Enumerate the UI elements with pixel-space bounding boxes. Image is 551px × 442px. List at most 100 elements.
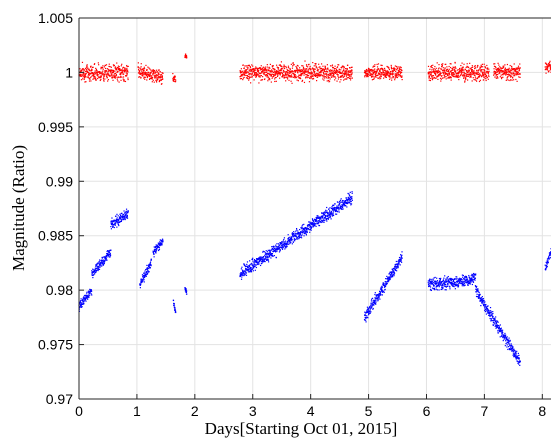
data-point	[429, 72, 431, 74]
data-point	[324, 66, 327, 68]
data-point	[160, 239, 163, 242]
data-point	[318, 220, 320, 222]
data-point	[547, 262, 549, 264]
data-point	[305, 71, 307, 73]
data-point	[397, 265, 399, 267]
data-point	[401, 261, 403, 263]
data-point	[394, 265, 396, 268]
data-point	[435, 67, 437, 69]
data-point	[309, 73, 311, 75]
data-point	[501, 335, 503, 338]
data-point	[345, 204, 347, 207]
data-point	[488, 74, 490, 76]
data-point	[88, 74, 90, 76]
data-point	[473, 276, 475, 278]
data-point	[175, 311, 177, 314]
data-point	[262, 261, 264, 263]
data-point	[311, 223, 313, 225]
data-point	[465, 74, 468, 76]
data-point	[124, 217, 126, 219]
data-point	[86, 294, 88, 296]
data-point	[382, 283, 384, 285]
data-point	[369, 306, 371, 308]
data-point	[294, 240, 296, 242]
data-point	[318, 63, 320, 65]
data-point	[549, 68, 551, 70]
data-point	[268, 69, 270, 71]
data-point	[518, 363, 520, 365]
data-point	[98, 266, 100, 268]
data-point	[160, 74, 163, 76]
data-point	[114, 224, 116, 226]
data-point	[438, 281, 440, 283]
data-point	[452, 74, 454, 76]
data-point	[385, 76, 387, 79]
data-point	[103, 75, 105, 77]
data-point	[516, 355, 518, 358]
data-point	[493, 71, 495, 73]
data-point	[296, 67, 298, 69]
data-point	[295, 235, 297, 237]
data-point	[487, 67, 489, 69]
data-point	[517, 71, 519, 73]
data-point	[440, 277, 442, 280]
data-point	[89, 289, 92, 291]
data-point	[102, 67, 104, 69]
data-point	[494, 76, 496, 78]
data-point	[322, 216, 324, 218]
data-point	[504, 68, 507, 70]
data-point	[258, 261, 260, 263]
data-point	[509, 79, 511, 82]
data-point	[326, 206, 328, 209]
data-point	[115, 218, 118, 221]
data-point	[501, 70, 504, 73]
data-point	[80, 73, 82, 76]
data-point	[471, 70, 473, 72]
data-point	[512, 352, 514, 354]
data-point	[333, 204, 335, 207]
data-point	[483, 72, 486, 74]
data-point	[401, 251, 403, 253]
data-point	[464, 284, 466, 286]
data-point	[248, 265, 251, 268]
data-point	[284, 243, 286, 246]
data-point	[340, 69, 342, 71]
data-point	[243, 263, 245, 265]
data-point	[451, 68, 454, 70]
data-point	[369, 311, 371, 313]
data-point	[80, 75, 82, 77]
data-point	[309, 228, 312, 231]
data-point	[294, 77, 296, 79]
data-point	[464, 276, 466, 278]
data-point	[274, 72, 276, 75]
data-point	[393, 275, 395, 277]
data-point	[394, 65, 396, 67]
data-point	[504, 67, 506, 69]
data-point	[465, 78, 467, 80]
data-point	[95, 68, 98, 71]
data-point	[452, 68, 454, 71]
data-point	[326, 220, 328, 222]
data-point	[144, 72, 146, 74]
data-point	[514, 73, 516, 75]
data-point	[92, 72, 94, 74]
data-point	[162, 239, 164, 241]
data-point	[452, 72, 454, 74]
data-point	[93, 78, 95, 80]
data-point	[326, 215, 328, 217]
data-point	[119, 76, 121, 79]
data-point	[464, 73, 466, 75]
data-point	[279, 244, 281, 246]
data-point	[152, 74, 154, 76]
data-point	[246, 261, 249, 263]
data-point	[156, 74, 158, 76]
data-point	[517, 73, 519, 76]
data-point	[492, 311, 494, 313]
data-point	[369, 312, 371, 314]
data-point	[431, 66, 433, 69]
data-point	[124, 67, 126, 69]
data-point	[327, 218, 329, 220]
data-point	[146, 268, 149, 270]
data-point	[291, 236, 293, 238]
data-point	[108, 250, 110, 252]
